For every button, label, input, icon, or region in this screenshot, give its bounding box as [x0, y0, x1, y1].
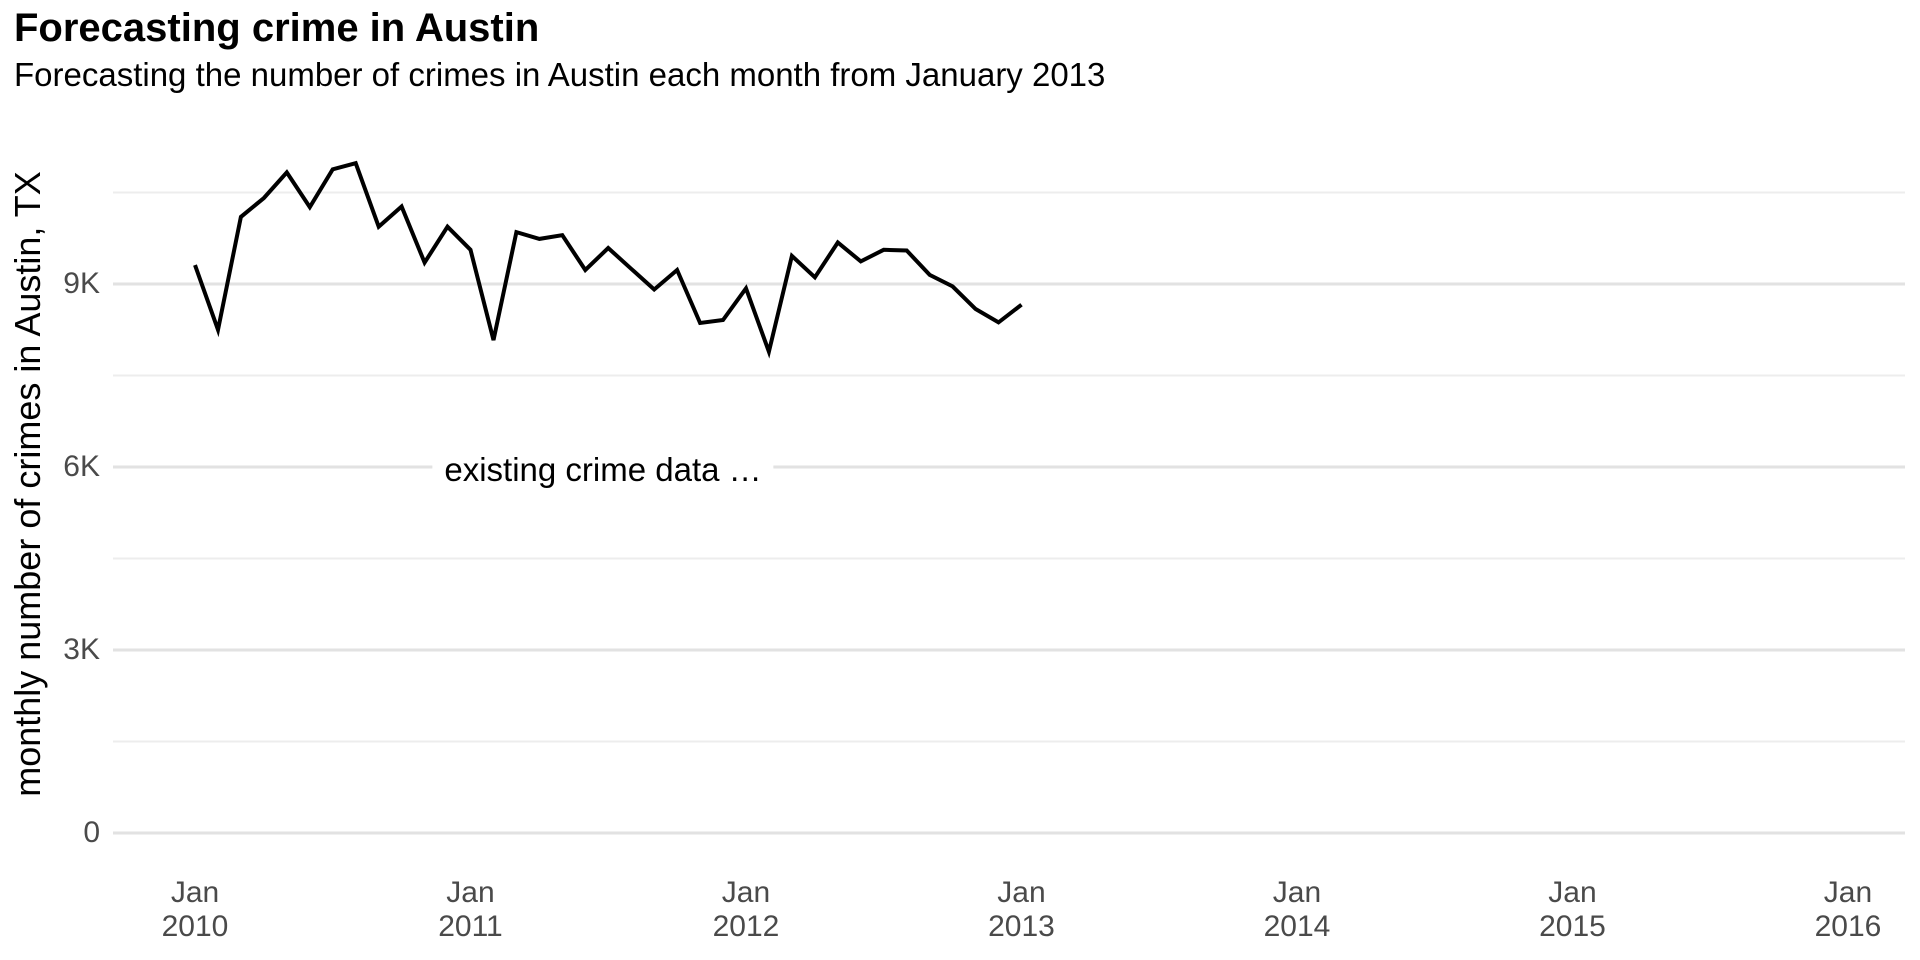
- y-tick-label: 9K: [63, 267, 100, 300]
- y-axis-title: monthly number of crimes in Austin, TX: [7, 171, 48, 797]
- x-tick-label: Jan 2014: [1217, 876, 1377, 944]
- x-tick-month: Jan: [1548, 876, 1597, 909]
- x-tick-year: 2012: [712, 910, 780, 943]
- x-tick-label: Jan 2010: [115, 876, 275, 944]
- x-tick-label: Jan 2011: [390, 876, 550, 944]
- plot-panel: existing crime data …: [113, 126, 1905, 866]
- x-tick-label: Jan 2015: [1492, 876, 1652, 944]
- x-tick-month: Jan: [997, 876, 1046, 909]
- y-tick-label: 3K: [63, 633, 100, 666]
- x-tick-month: Jan: [446, 876, 495, 909]
- x-tick-year: 2010: [161, 910, 229, 943]
- y-tick-label: 6K: [63, 450, 100, 483]
- chart-subtitle: Forecasting the number of crimes in Aust…: [14, 56, 1106, 93]
- crime-data-line: [193, 160, 1023, 359]
- crime-line-plot: [113, 160, 1905, 835]
- x-tick-year: 2013: [988, 910, 1055, 943]
- x-tick-label: Jan 2012: [666, 876, 826, 944]
- x-tick-month: Jan: [721, 876, 771, 909]
- x-tick-year: 2011: [438, 910, 503, 943]
- x-tick-month: Jan: [170, 876, 220, 909]
- x-tick-label: Jan 2013: [941, 876, 1101, 944]
- x-tick-month: Jan: [1823, 876, 1873, 909]
- x-tick-month: Jan: [1272, 876, 1322, 909]
- x-tick-label: Jan 2016: [1768, 876, 1920, 944]
- chart-title: Forecasting crime in Austin: [14, 6, 540, 50]
- y-tick-label: 0: [83, 816, 100, 849]
- x-tick-year: 2016: [1814, 910, 1882, 943]
- annotation-existing-crime-data: existing crime data …: [432, 449, 774, 491]
- x-tick-year: 2015: [1539, 910, 1606, 943]
- x-tick-year: 2014: [1263, 910, 1331, 943]
